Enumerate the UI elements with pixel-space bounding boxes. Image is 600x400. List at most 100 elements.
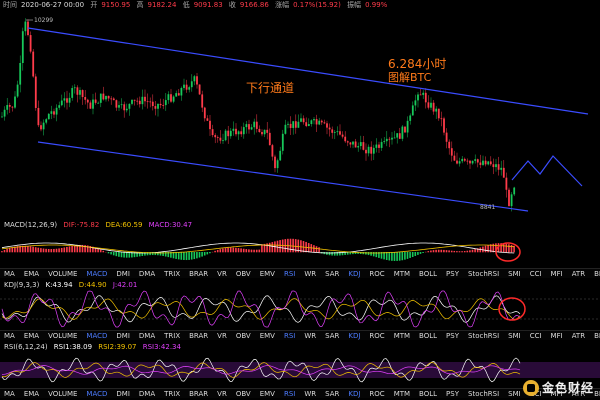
macd-bar (144, 252, 146, 256)
indicator-tab-rsi[interactable]: RSI (283, 270, 296, 278)
candle-body (60, 100, 63, 106)
indicator-tab-boll[interactable]: BOLL (419, 390, 438, 398)
indicator-tab-stochrsi[interactable]: StochRSI (468, 332, 500, 340)
indicator-tab-obv[interactable]: OBV (235, 390, 251, 398)
indicator-tab-wr[interactable]: WR (304, 270, 317, 278)
indicator-tab-rsi[interactable]: RSI (283, 332, 296, 340)
indicator-tab-roc[interactable]: ROC (369, 390, 385, 398)
indicator-tab-atr[interactable]: ATR (571, 390, 586, 398)
indicator-tab-bbw[interactable]: BBW (594, 332, 600, 340)
indicator-tab-dmi[interactable]: DMI (116, 270, 130, 278)
indicator-tab-atr[interactable]: ATR (571, 332, 586, 340)
indicator-tab-trix[interactable]: TRIX (164, 390, 181, 398)
indicator-tab-roc[interactable]: ROC (369, 332, 385, 340)
indicator-tab-psy[interactable]: PSY (446, 332, 459, 340)
indicator-tab-dma[interactable]: DMA (138, 332, 156, 340)
indicator-tab-trix[interactable]: TRIX (164, 270, 181, 278)
indicator-tab-brar[interactable]: BRAR (189, 332, 209, 340)
indicator-tab-vr[interactable]: VR (217, 390, 227, 398)
indicator-tab-boll[interactable]: BOLL (419, 270, 438, 278)
indicator-tab-kdj[interactable]: KDJ (348, 270, 361, 278)
indicator-tab-volume[interactable]: VOLUME (48, 270, 78, 278)
indicator-tab-macd[interactable]: MACD (86, 332, 108, 340)
indicator-tab-smi[interactable]: SMI (508, 390, 521, 398)
candle-body (164, 100, 167, 106)
macd-bar (495, 243, 497, 253)
indicator-tab-ma[interactable]: MA (4, 390, 15, 398)
indicator-tab-emv[interactable]: EMV (259, 332, 275, 340)
indicator-tab-dma[interactable]: DMA (138, 270, 156, 278)
indicator-tab-emv[interactable]: EMV (259, 390, 275, 398)
indicator-tab-psy[interactable]: PSY (446, 390, 459, 398)
indicator-tab-dmi[interactable]: DMI (116, 332, 130, 340)
indicator-tab-kdj[interactable]: KDJ (348, 332, 361, 340)
candle-body (219, 137, 222, 141)
indicator-tab-mtm[interactable]: MTM (393, 390, 411, 398)
indicator-tab-cci[interactable]: CCI (529, 270, 542, 278)
indicator-tab-roc[interactable]: ROC (369, 270, 385, 278)
indicator-tab-smi[interactable]: SMI (508, 270, 521, 278)
macd-bar (248, 249, 250, 253)
indicator-tab-vr[interactable]: VR (217, 332, 227, 340)
candle-body (344, 136, 347, 142)
indicator-tab-ema[interactable]: EMA (23, 270, 40, 278)
macd-bar (141, 252, 144, 256)
indicator-tab-sar[interactable]: SAR (325, 332, 340, 340)
indicator-tab-trix[interactable]: TRIX (164, 332, 181, 340)
indicator-tab-brar[interactable]: BRAR (189, 270, 209, 278)
indicator-tab-sar[interactable]: SAR (325, 390, 340, 398)
indicator-tab-ema[interactable]: EMA (23, 390, 40, 398)
macd-bar (372, 252, 375, 257)
watermark-logo: 金色财经 (522, 379, 594, 396)
indicator-tab-obv[interactable]: OBV (235, 270, 251, 278)
macd-bar (188, 252, 190, 260)
indicator-tab-mfi[interactable]: MFI (550, 270, 563, 278)
indicator-tab-cci[interactable]: CCI (529, 332, 542, 340)
indicator-tab-obv[interactable]: OBV (235, 332, 251, 340)
indicator-tab-stochrsi[interactable]: StochRSI (468, 270, 500, 278)
candle-body (138, 100, 141, 105)
indicator-tab-emv[interactable]: EMV (259, 270, 275, 278)
indicator-tab-bbw[interactable]: BBW (594, 270, 600, 278)
indicator-tab-mfi[interactable]: MFI (550, 332, 563, 340)
macd-bar (219, 249, 222, 253)
macd-bar (339, 252, 341, 256)
indicator-tab-dmi[interactable]: DMI (116, 390, 130, 398)
indicator-tab-atr[interactable]: ATR (571, 270, 586, 278)
indicator-tab-vr[interactable]: VR (217, 270, 227, 278)
indicator-tab-brar[interactable]: BRAR (189, 390, 209, 398)
candle-body (211, 129, 214, 136)
indicator-tab-wr[interactable]: WR (304, 332, 317, 340)
indicator-tab-psy[interactable]: PSY (446, 270, 459, 278)
indicator-tab-mtm[interactable]: MTM (393, 270, 411, 278)
candle-body (479, 162, 482, 165)
candle-body (73, 87, 76, 89)
candle-body (326, 123, 328, 128)
indicator-tab-kdj[interactable]: KDJ (348, 390, 361, 398)
candle-body (258, 128, 261, 133)
candle-body (391, 137, 393, 140)
macd-bar (154, 252, 157, 256)
indicator-tab-volume[interactable]: VOLUME (48, 332, 78, 340)
indicator-tab-ema[interactable]: EMA (23, 332, 40, 340)
indicator-tab-smi[interactable]: SMI (508, 332, 521, 340)
indicator-tab-mfi[interactable]: MFI (550, 390, 563, 398)
indicator-tab-wr[interactable]: WR (304, 390, 317, 398)
indicator-tab-macd[interactable]: MACD (86, 270, 108, 278)
candle-body (367, 146, 370, 154)
macd-bar (73, 245, 76, 253)
macd-bar (53, 248, 55, 253)
indicator-tab-ma[interactable]: MA (4, 270, 15, 278)
candle-body (271, 145, 274, 157)
indicator-tab-bbw[interactable]: BBW (594, 390, 600, 398)
indicator-tab-macd[interactable]: MACD (86, 390, 108, 398)
indicator-tab-boll[interactable]: BOLL (419, 332, 438, 340)
indicator-tab-sar[interactable]: SAR (325, 270, 340, 278)
indicator-tab-ma[interactable]: MA (4, 332, 15, 340)
indicator-tab-stochrsi[interactable]: StochRSI (468, 390, 500, 398)
indicator-tab-rsi[interactable]: RSI (283, 390, 296, 398)
indicator-tab-mtm[interactable]: MTM (393, 332, 411, 340)
candlestick-chart[interactable]: 10299 8841 下行通道 6.284小时 图解BTC (0, 10, 600, 220)
indicator-tab-volume[interactable]: VOLUME (48, 390, 78, 398)
indicator-tab-dma[interactable]: DMA (138, 390, 156, 398)
